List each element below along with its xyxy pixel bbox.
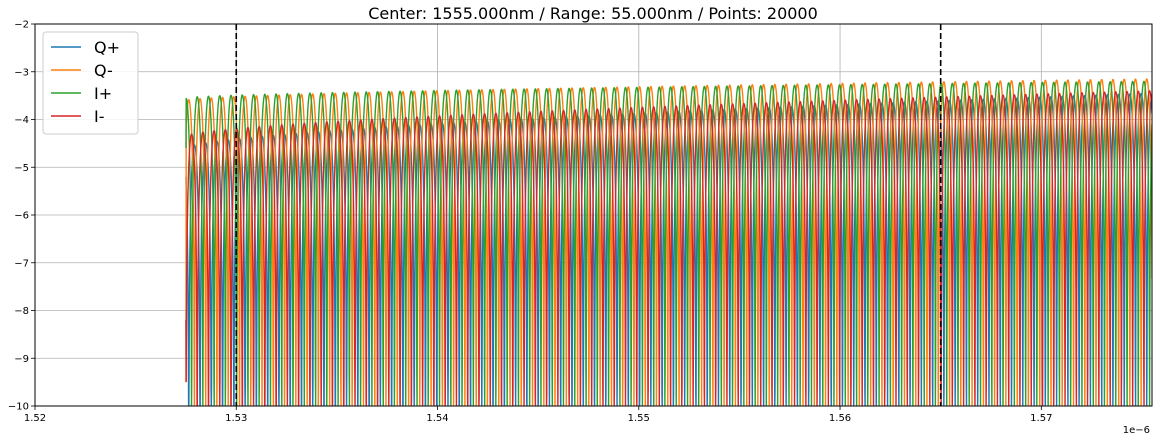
y-tick-label: −5 bbox=[14, 163, 29, 174]
series-line-iminus bbox=[185, 90, 1152, 406]
y-tick-label: −3 bbox=[14, 67, 29, 78]
y-tick-label: −4 bbox=[14, 115, 29, 126]
x-tick-label: 1.57 bbox=[1030, 413, 1052, 424]
x-tick-label: 1.55 bbox=[628, 413, 650, 424]
legend-label: Q- bbox=[94, 61, 113, 80]
x-axis-offset-label: 1e−6 bbox=[1123, 425, 1150, 436]
legend-label: I- bbox=[94, 107, 105, 126]
y-tick-label: −8 bbox=[14, 306, 29, 317]
x-tick-label: 1.56 bbox=[829, 413, 851, 424]
x-tick-label: 1.53 bbox=[225, 413, 247, 424]
chart-title: Center: 1555.000nm / Range: 55.000nm / P… bbox=[368, 4, 818, 23]
y-tick-label: −10 bbox=[8, 402, 29, 413]
y-tick-label: −9 bbox=[14, 354, 29, 365]
x-axis: 1.52 1.53 1.54 1.55 1.56 1.57 bbox=[24, 406, 1052, 424]
x-tick-label: 1.54 bbox=[426, 413, 448, 424]
legend-label: I+ bbox=[94, 84, 112, 103]
legend: Q+ Q- I+ I- bbox=[42, 31, 139, 135]
series-layer bbox=[185, 78, 1152, 406]
legend-label: Q+ bbox=[94, 38, 120, 57]
y-tick-label: −6 bbox=[14, 211, 29, 222]
x-tick-label: 1.52 bbox=[24, 413, 46, 424]
series-line-qplus bbox=[185, 92, 1152, 406]
reference-lines bbox=[235, 24, 942, 406]
y-tick-label: −7 bbox=[14, 258, 29, 269]
y-axis: −10 −9 −8 −7 −6 −5 −4 −3 −2 bbox=[8, 20, 35, 413]
y-tick-label: −2 bbox=[14, 20, 29, 31]
legend-box bbox=[42, 31, 139, 135]
